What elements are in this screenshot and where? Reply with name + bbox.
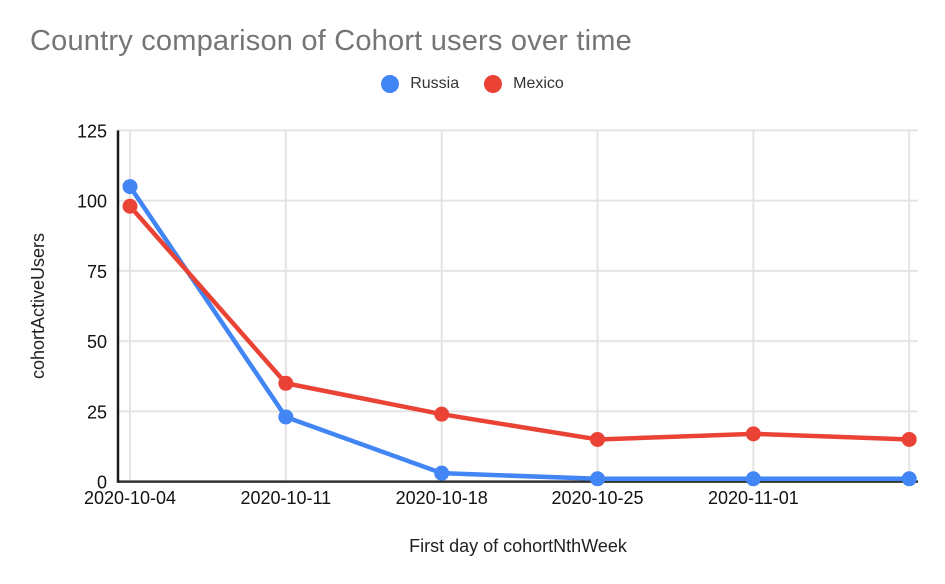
data-point-russia-2[interactable]	[434, 465, 450, 481]
legend-marker-russia	[381, 75, 400, 93]
legend-label-mexico: Mexico	[513, 75, 564, 92]
data-point-mexico-5[interactable]	[901, 431, 917, 447]
series-line-russia	[127, 184, 912, 482]
data-point-russia-1[interactable]	[278, 409, 294, 425]
data-point-mexico-1[interactable]	[278, 375, 294, 391]
data-point-mexico-3[interactable]	[590, 431, 606, 447]
y-tick-label: 100	[77, 192, 107, 212]
data-point-mexico-0[interactable]	[122, 198, 138, 214]
chart-title: Country comparison of Cohort users over …	[30, 25, 632, 57]
data-point-russia-0[interactable]	[122, 179, 138, 195]
legend-item-mexico[interactable]: Mexico	[484, 75, 564, 93]
legend-label-russia: Russia	[410, 75, 460, 92]
data-point-mexico-2[interactable]	[434, 406, 450, 422]
legend: Russia Mexico	[0, 75, 945, 93]
data-point-mexico-4[interactable]	[745, 426, 761, 442]
x-tick-label: 2020-10-04	[84, 488, 176, 508]
y-tick-label: 75	[87, 262, 107, 282]
x-tick-label: 2020-11-01	[708, 488, 799, 508]
legend-item-russia[interactable]: Russia	[381, 75, 459, 93]
y-tick-label: 50	[87, 332, 107, 352]
y-tick-label: 25	[87, 402, 107, 422]
legend-marker-mexico	[484, 75, 503, 93]
y-tick-label: 125	[77, 121, 107, 141]
y-axis-title: cohortActiveUsers	[28, 233, 48, 379]
data-point-russia-5[interactable]	[901, 471, 917, 487]
x-axis-title: First day of cohortNthWeek	[409, 536, 628, 556]
y-tick-label: 0	[97, 473, 107, 493]
x-tick-label: 2020-10-25	[551, 488, 643, 508]
data-point-russia-3[interactable]	[590, 471, 606, 487]
series-line-mexico	[127, 204, 912, 442]
x-tick-label: 2020-10-11	[240, 488, 331, 508]
data-point-russia-4[interactable]	[745, 471, 761, 487]
x-tick-label: 2020-10-18	[396, 488, 488, 508]
